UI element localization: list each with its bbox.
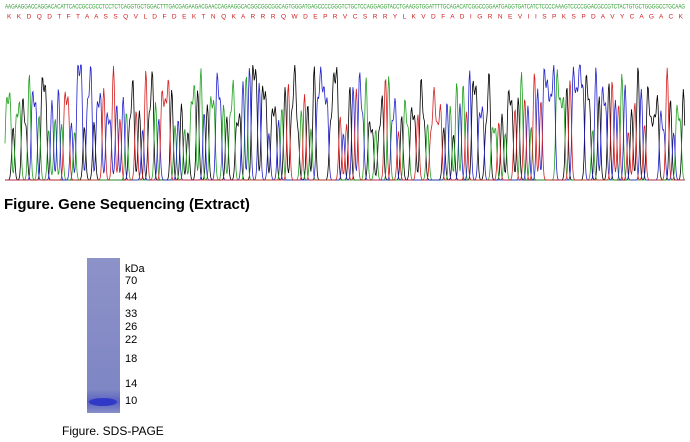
- marker-label: 70: [125, 275, 137, 287]
- chromatogram: [4, 64, 686, 181]
- marker-label: 14: [125, 378, 137, 390]
- protein-band: [89, 398, 117, 406]
- protein-sequence: K K D Q D T F T A A S S Q V L D F D E K …: [7, 14, 684, 21]
- gel-caption: Figure. SDS-PAGE: [62, 424, 164, 438]
- marker-label: 18: [125, 353, 137, 365]
- sequencing-caption: Figure. Gene Sequencing (Extract): [4, 196, 250, 213]
- marker-label: 10: [125, 395, 137, 407]
- gel-lane: [87, 258, 120, 413]
- trace: [5, 65, 685, 181]
- marker-label: 22: [125, 334, 137, 346]
- trace: [4, 68, 685, 181]
- marker-label: 44: [125, 291, 137, 303]
- gel-unit: kDa: [125, 263, 145, 275]
- dna-sequence: AAGAAGGACCAGGACACATTCACCGCCGCCTCCTCTCAGG…: [5, 5, 685, 11]
- marker-label: 33: [125, 308, 137, 320]
- marker-label: 26: [125, 321, 137, 333]
